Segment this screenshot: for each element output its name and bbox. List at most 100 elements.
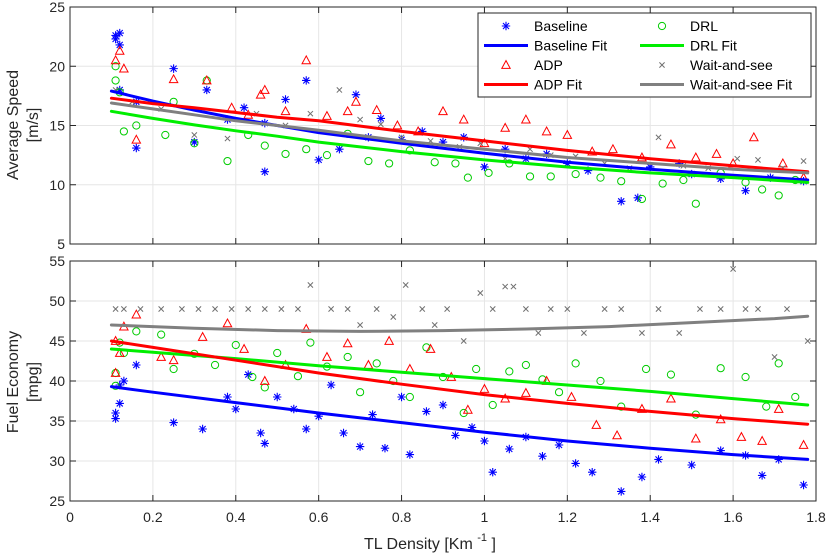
speed-panel: 5 10 15 20 25 Average Speed [m/s] Baseline DR… [5,0,817,252]
fuel-point-drl [762,402,771,411]
fuel-fit-lines [109,314,810,461]
fuel-point-wait-and-see [328,306,335,312]
xtick-label: 0.2 [143,509,163,525]
fuel-point-drl [791,392,800,402]
speed-point-baseline [351,90,361,99]
speed-point-baseline [169,64,178,73]
fuel-point-wait-and-see [771,354,778,360]
fuel-point-drl [343,352,352,362]
legend-label: DRL [690,18,718,34]
speed-point-adp [259,84,270,94]
fuel-point-drl [741,372,750,382]
fuel-fit-wait-and-see-fit [109,314,810,333]
fuel-point-wait-and-see [373,306,380,312]
fuel-point-drl [306,338,315,347]
speed-fit-adp-fit [109,96,810,174]
fuel-point-baseline [273,392,282,402]
speed-point-drl [658,179,667,188]
fuel-point-baseline [617,487,626,496]
speed-point-adp [711,148,722,158]
speed-point-adp [413,125,424,136]
speed-point-drl [111,62,120,71]
fuel-point-drl [617,402,626,411]
fuel-point-wait-and-see [137,306,144,312]
speed-point-adp [777,157,788,168]
fuel-point-wait-and-see [580,330,587,336]
speed-point-wait-and-see [224,135,231,142]
fuel-point-adp [168,354,179,365]
fuel-point-baseline [571,459,580,468]
fuel-point-wait-and-see [697,306,703,312]
speed-point-adp [226,102,237,112]
fuel-point-wait-and-see [402,282,409,288]
fuel-point-drl [641,364,651,374]
fuel-point-baseline [115,380,124,390]
speed-point-baseline [111,31,120,40]
speed-point-adp [131,134,142,144]
fuel-ylabel-line1: Fuel Economy [5,331,22,433]
fuel-point-adp [131,309,142,319]
speed-point-drl [679,175,688,185]
speed-point-drl [430,158,439,167]
fuel-point-adp [566,391,577,401]
speed-point-adp [587,146,598,156]
fuel-point-adp [197,331,208,341]
speed-point-baseline [281,95,290,104]
fuel-point-wait-and-see [344,306,351,312]
fuel-point-adp [798,439,809,449]
speed-series-wait-and-see [112,86,807,172]
fuel-point-adp [636,403,647,413]
fuel-point-wait-and-see [477,290,484,296]
fuel-point-drl [571,359,580,368]
speed-point-drl [451,159,460,168]
speed-point-adp [118,63,129,73]
fuel-point-baseline [260,439,269,448]
speed-point-adp [280,105,291,116]
fuel-point-wait-and-see [755,306,761,312]
speed-point-adp [342,105,353,116]
fuel-point-adp [690,433,701,443]
fuel-point-adp [363,359,374,369]
fuel-point-drl [472,364,481,374]
fuel-point-drl [521,360,530,370]
xtick-label: 1 [481,509,489,525]
speed-series-baseline [111,28,808,206]
fuel-point-baseline [256,428,265,438]
fuel-point-wait-and-see [294,306,301,312]
fuel-ytick-label: 35 [49,413,65,429]
fuel-point-baseline [405,450,415,459]
fuel-point-baseline [505,444,514,454]
speed-point-drl [484,168,493,177]
fuel-point-baseline [774,455,783,464]
speed-point-drl [571,169,580,179]
fuel-point-baseline [326,380,336,390]
fuel-point-baseline [488,468,497,477]
speed-point-adp [748,131,759,142]
speed-point-drl [223,156,232,166]
fuel-point-wait-and-see [638,330,645,336]
fuel-point-drl [505,367,514,376]
fuel-fit-baseline-fit [109,385,810,461]
fuel-point-wait-and-see [261,306,268,312]
fuel-point-baseline [169,418,178,427]
fuel-point-drl [389,376,398,386]
fuel-point-drl [248,372,257,382]
fuel-point-baseline [339,428,348,438]
speed-point-baseline [239,103,249,112]
speed-point-baseline [716,174,725,184]
fuel-point-drl [356,388,365,397]
fuel-point-adp [384,335,395,345]
legend-label: Baseline [534,18,588,34]
speed-ytick-label: 5 [57,236,65,252]
speed-point-baseline [115,28,124,38]
speed-point-wait-and-see [398,134,405,141]
speed-point-drl [132,121,141,130]
fuel-point-wait-and-see [112,306,119,312]
speed-point-wait-and-see [734,155,741,162]
fuel-point-baseline [119,376,129,386]
fuel-series-baseline [111,360,808,496]
fuel-point-adp [612,429,623,440]
speed-series [110,28,809,208]
speed-point-adp [255,89,266,99]
fuel-point-drl [210,360,220,370]
